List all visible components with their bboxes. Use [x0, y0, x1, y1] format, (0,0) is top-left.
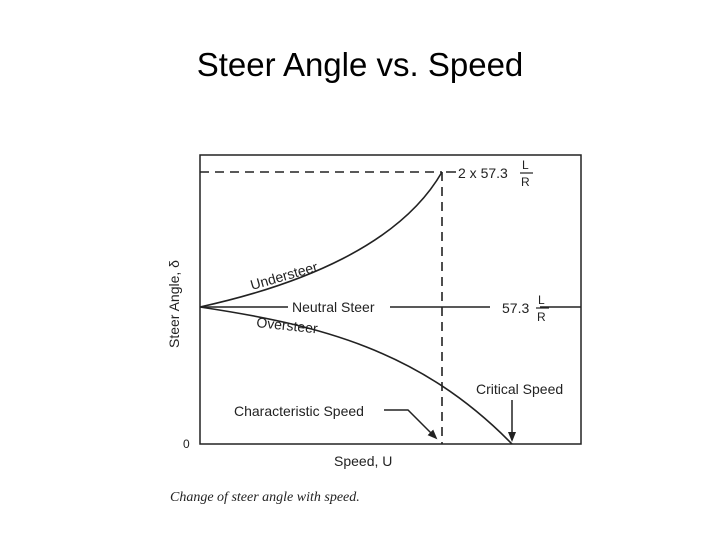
- neutral-level-label: 57.3: [502, 300, 529, 316]
- figure-caption: Change of steer angle with speed.: [170, 490, 360, 505]
- oversteer-label: Oversteer: [256, 314, 319, 336]
- critical-speed-label: Critical Speed: [476, 381, 563, 397]
- plot-frame: [199, 154, 582, 445]
- neutral-steer-label: Neutral Steer: [292, 299, 375, 315]
- origin-label: 0: [183, 437, 190, 451]
- x-axis-label: Speed, U: [334, 453, 392, 469]
- y-axis-label: Steer Angle, δ: [166, 260, 182, 348]
- understeer-curve: [199, 171, 443, 308]
- neutral-level-numerator: L: [538, 293, 545, 307]
- upper-level-denominator: R: [521, 175, 530, 189]
- slide-title: Steer Angle vs. Speed: [196, 46, 524, 83]
- upper-level-label: 2 x 57.3: [458, 165, 508, 181]
- understeer-label: Understeer: [248, 258, 319, 293]
- characteristic-speed-arrow: [384, 409, 438, 440]
- oversteer-curve: [199, 306, 513, 445]
- characteristic-speed-label: Characteristic Speed: [234, 403, 364, 419]
- neutral-level-denominator: R: [537, 310, 546, 324]
- upper-level-numerator: L: [522, 158, 529, 172]
